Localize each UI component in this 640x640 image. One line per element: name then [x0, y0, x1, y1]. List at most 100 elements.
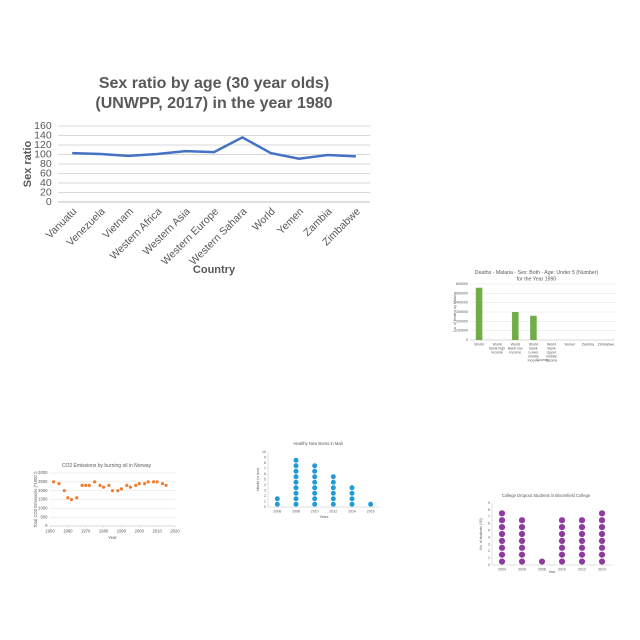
x-tick-label: 2008: [538, 567, 546, 571]
dot-stack: [498, 510, 506, 565]
y-tick-label: 120: [34, 139, 52, 151]
dot: [498, 530, 506, 538]
y-tick-label: 1: [488, 556, 490, 560]
dot: [558, 517, 566, 524]
point: [98, 483, 102, 487]
y-tick-label: 3: [264, 488, 266, 492]
dot-stack: [274, 496, 280, 507]
bar: [530, 315, 537, 340]
point: [80, 483, 84, 487]
y-tick-label: 6: [488, 522, 490, 526]
dot: [293, 485, 299, 491]
x-axis-label: Year: [548, 570, 556, 574]
y-tick-label: 20: [40, 186, 52, 198]
point: [151, 480, 156, 484]
chart-title: CO2 Emissions by burning oil in Norway: [62, 463, 152, 469]
y-tick-label: 8: [264, 461, 266, 465]
dot-stack: [349, 485, 355, 507]
dot: [498, 544, 506, 551]
dot: [518, 517, 526, 524]
x-tick-label: 2012: [329, 509, 337, 513]
dot: [312, 490, 318, 496]
dot-stack: [293, 457, 299, 507]
dot: [598, 530, 606, 538]
chart: CO2 Emissions by burning oil in Norway 0 5…: [33, 463, 180, 540]
bar: [512, 312, 519, 340]
y-tick-label: 9: [488, 501, 490, 505]
chart: College Dropout Students in Bloomfield C…: [479, 493, 612, 574]
x-tick-label: Zimbabwe: [598, 343, 615, 347]
dot: [312, 468, 318, 474]
dot: [330, 501, 336, 507]
y-tick-label: 40: [40, 177, 52, 189]
point: [155, 480, 159, 484]
y-axis-label: Total CO2 Emissions (*1000 t): [33, 471, 38, 528]
dot: [330, 485, 336, 491]
dot: [293, 468, 299, 474]
dot: [578, 524, 586, 531]
y-tick-label: 500: [40, 514, 48, 519]
x-axis-label: Years: [320, 515, 329, 519]
dot-stack: [578, 517, 586, 565]
dot: [498, 510, 506, 517]
bar: [475, 287, 483, 340]
dot: [578, 530, 586, 538]
chart: Deaths - Malaria - Sex: Both - Age: Unde…: [453, 270, 615, 362]
x-tick-label: 2016: [367, 509, 375, 513]
y-tick-label: 9: [264, 455, 266, 459]
x-tick-label: World: [474, 343, 483, 347]
dot: [349, 490, 355, 496]
dot: [518, 537, 526, 544]
point: [119, 487, 124, 491]
point: [93, 480, 97, 484]
dot: [598, 524, 606, 531]
dot: [558, 551, 566, 558]
dot-stack: [368, 501, 374, 507]
x-tick-label: 2010: [152, 529, 162, 534]
dot: [330, 479, 336, 485]
point: [110, 489, 115, 493]
x-tick-label: 1970: [81, 529, 91, 534]
dot: [558, 537, 566, 544]
x-tick-label: World: [250, 205, 278, 233]
y-tick-label: 6: [264, 472, 266, 476]
dot: [598, 517, 606, 524]
dot: [578, 517, 586, 524]
dot-stack: [558, 517, 566, 565]
dot: [598, 537, 606, 544]
dot: [518, 530, 526, 538]
point: [51, 480, 56, 484]
chart-title: Healthy New Borns in Mali: [293, 441, 342, 446]
y-tick-label: 1500: [38, 497, 48, 502]
dot: [274, 501, 280, 507]
point: [107, 483, 111, 487]
dot: [293, 479, 299, 485]
dot: [293, 457, 299, 463]
x-tick-label: Yemen: [275, 205, 306, 236]
x-tick-label: 2012: [578, 567, 586, 571]
x-tick-label: World Bank low income: [508, 343, 523, 355]
y-tick-label: 10: [262, 450, 266, 454]
y-tick-label: 3: [488, 542, 490, 546]
dot: [293, 501, 299, 507]
y-tick-label: 5: [488, 528, 490, 532]
x-tick-label: 1980: [99, 529, 109, 534]
y-tick-label: 300000: [456, 310, 468, 314]
dot: [578, 544, 586, 551]
dot: [368, 501, 374, 507]
dot-stack: [518, 517, 526, 565]
y-tick-label: 140: [34, 129, 52, 141]
point: [164, 483, 168, 487]
y-tick-label: 7: [264, 466, 266, 470]
dot: [598, 551, 606, 558]
chart: Healthy New Borns in Mali 0 12 34 56 78 910 Yea…: [256, 441, 380, 519]
dot: [349, 501, 355, 507]
x-tick-label: 2006: [518, 567, 526, 571]
y-tick-label: 4: [264, 483, 266, 487]
point: [128, 485, 132, 489]
point: [101, 485, 106, 489]
dot: [578, 537, 586, 544]
x-tick-label: 1960: [63, 529, 73, 534]
y-tick-label: 0: [466, 338, 468, 342]
